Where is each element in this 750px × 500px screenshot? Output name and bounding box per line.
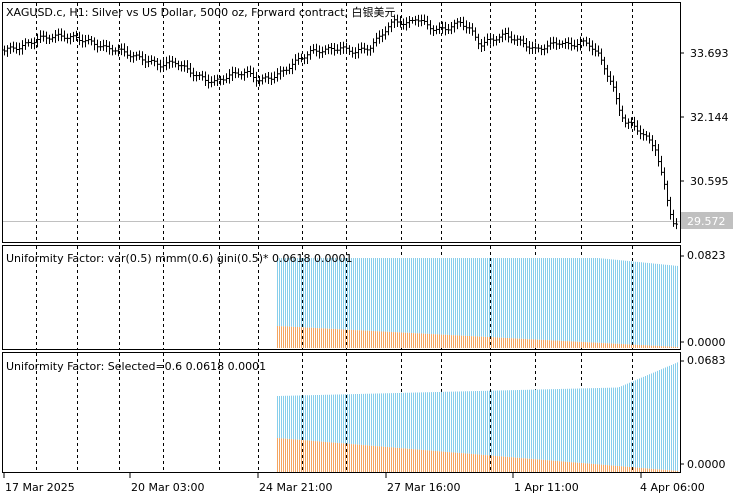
indicator-pane-2[interactable] [2,352,681,473]
indicator-1-max-label: 0.0823 [687,249,726,262]
indicator-2-histogram [277,362,678,472]
indicator-2-max-label: 0.0683 [687,354,726,367]
time-label: 4 Apr 06:00 [640,481,705,494]
current-price-label: 29.572 [687,215,726,228]
price-scale[interactable]: 33.693 32.144 30.595 29.572 [680,47,733,229]
chart-title: XAGUSD.c, H1: Silver vs US Dollar, 5000 … [6,5,396,19]
time-axis[interactable]: 17 Mar 2025 20 Mar 03:00 24 Mar 21:00 27… [3,473,705,494]
time-label: 27 Mar 16:00 [387,481,460,494]
indicator-pane-1[interactable] [2,245,681,350]
main-price-pane[interactable] [2,2,681,243]
time-label: 1 Apr 11:00 [514,481,579,494]
indicator-1-scale[interactable]: 0.0823 0.0000 [680,249,726,349]
time-label: 17 Mar 2025 [5,481,75,494]
indicator-1-title: Uniformity Factor: var(0.5) mmm(0.6) gin… [6,252,352,265]
price-tick-label: 33.693 [690,47,729,60]
indicator-2-scale[interactable]: 0.0683 0.0000 [680,354,726,471]
price-tick-label: 30.595 [690,175,729,188]
price-tick-label: 32.144 [690,111,729,124]
time-label: 24 Mar 21:00 [259,481,332,494]
price-ohlc-bars [3,14,678,230]
indicator-1-min-label: 0.0000 [687,336,726,349]
time-label: 20 Mar 03:00 [131,481,204,494]
indicator-1-histogram [277,258,678,348]
indicator-2-min-label: 0.0000 [687,458,726,471]
indicator-2-title: Uniformity Factor: Selected=0.6 0.0618 0… [6,360,266,373]
current-price-tag [681,212,733,229]
